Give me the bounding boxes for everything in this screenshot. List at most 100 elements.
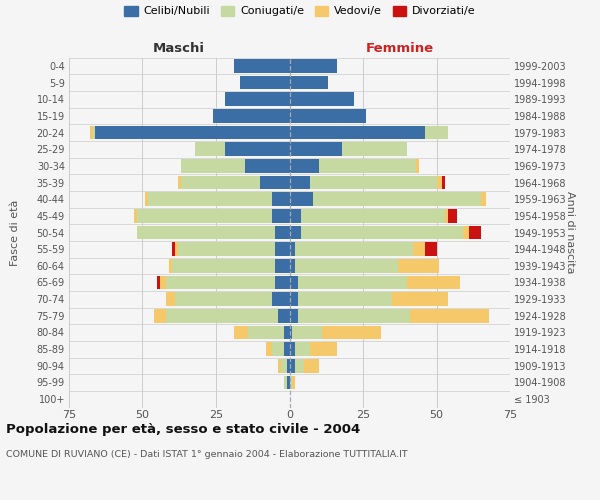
Bar — [175, 242, 178, 256]
Bar — [278, 359, 281, 372]
Bar — [407, 276, 460, 289]
Bar — [248, 326, 284, 340]
Bar — [298, 276, 407, 289]
Bar — [290, 59, 337, 72]
Bar — [284, 342, 290, 356]
Bar — [290, 226, 301, 239]
Bar — [413, 242, 425, 256]
Bar — [319, 159, 416, 172]
Bar — [290, 242, 295, 256]
Bar — [410, 309, 490, 322]
Bar — [166, 276, 275, 289]
Text: Maschi: Maschi — [153, 42, 205, 55]
Bar — [448, 209, 457, 222]
Bar — [233, 59, 290, 72]
Bar — [284, 326, 290, 340]
Bar — [298, 292, 392, 306]
Bar — [290, 176, 310, 190]
Bar — [442, 176, 445, 190]
Bar — [469, 226, 481, 239]
Bar — [298, 309, 410, 322]
Bar — [290, 209, 301, 222]
Text: Fasce di età: Fasce di età — [10, 200, 20, 266]
Bar — [134, 209, 137, 222]
Bar — [425, 242, 437, 256]
Bar — [290, 259, 295, 272]
Bar — [284, 376, 287, 390]
Bar — [416, 159, 419, 172]
Bar — [295, 259, 398, 272]
Bar — [260, 176, 290, 190]
Bar — [290, 376, 292, 390]
Bar — [445, 209, 448, 222]
Bar — [301, 226, 463, 239]
Bar — [290, 342, 295, 356]
Bar — [225, 142, 290, 156]
Bar — [233, 326, 248, 340]
Text: Anni di nascita: Anni di nascita — [565, 192, 575, 274]
Bar — [272, 192, 290, 206]
Bar — [290, 326, 292, 340]
Bar — [304, 359, 319, 372]
Bar — [295, 342, 310, 356]
Bar — [275, 259, 290, 272]
Bar — [239, 76, 290, 90]
Bar — [425, 126, 448, 140]
Bar — [290, 142, 343, 156]
Bar — [178, 242, 275, 256]
Bar — [290, 126, 425, 140]
Bar — [437, 176, 442, 190]
Bar — [275, 276, 290, 289]
Bar — [295, 359, 304, 372]
Bar — [172, 242, 175, 256]
Bar — [178, 176, 181, 190]
Bar — [278, 309, 290, 322]
Text: Femmine: Femmine — [365, 42, 434, 55]
Bar — [137, 226, 275, 239]
Bar — [245, 159, 290, 172]
Bar — [463, 226, 469, 239]
Bar — [172, 259, 275, 272]
Bar — [166, 292, 175, 306]
Bar — [137, 209, 272, 222]
Bar — [310, 342, 337, 356]
Bar — [287, 376, 290, 390]
Bar — [290, 159, 319, 172]
Bar — [281, 359, 287, 372]
Bar — [398, 259, 439, 272]
Bar — [89, 126, 92, 140]
Bar — [313, 192, 481, 206]
Bar — [154, 309, 166, 322]
Text: COMUNE DI RUVIANO (CE) - Dati ISTAT 1° gennaio 2004 - Elaborazione TUTTITALIA.IT: COMUNE DI RUVIANO (CE) - Dati ISTAT 1° g… — [6, 450, 407, 459]
Bar — [481, 192, 487, 206]
Bar — [148, 192, 272, 206]
Bar — [392, 292, 448, 306]
Bar — [166, 309, 278, 322]
Bar — [181, 159, 245, 172]
Bar — [213, 109, 290, 122]
Bar — [290, 92, 354, 106]
Bar — [266, 342, 272, 356]
Bar — [290, 292, 298, 306]
Bar — [92, 126, 95, 140]
Bar — [95, 126, 290, 140]
Bar — [292, 326, 322, 340]
Bar — [196, 142, 225, 156]
Bar — [290, 276, 298, 289]
Bar — [292, 376, 295, 390]
Bar — [275, 242, 290, 256]
Bar — [275, 226, 290, 239]
Bar — [290, 76, 328, 90]
Text: Popolazione per età, sesso e stato civile - 2004: Popolazione per età, sesso e stato civil… — [6, 422, 360, 436]
Bar — [272, 292, 290, 306]
Bar — [310, 176, 437, 190]
Bar — [272, 209, 290, 222]
Bar — [169, 259, 172, 272]
Bar — [181, 176, 260, 190]
Bar — [295, 242, 413, 256]
Bar — [322, 326, 380, 340]
Bar — [272, 342, 284, 356]
Legend: Celibi/Nubili, Coniugati/e, Vedovi/e, Divorziati/e: Celibi/Nubili, Coniugati/e, Vedovi/e, Di… — [124, 6, 476, 16]
Bar — [290, 309, 298, 322]
Bar — [290, 109, 366, 122]
